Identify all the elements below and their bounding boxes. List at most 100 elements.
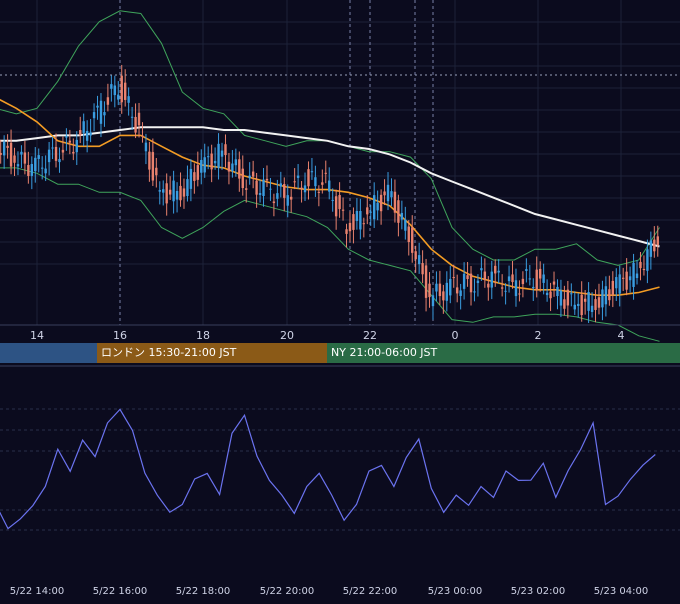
candle-body <box>656 236 659 246</box>
candle-body <box>587 291 590 311</box>
session-label-asia <box>0 346 4 359</box>
candle-body <box>504 290 507 292</box>
candle-body <box>376 202 379 211</box>
candle-body <box>314 177 317 187</box>
candle-body <box>334 196 338 217</box>
candle-body <box>279 183 283 187</box>
candle-body <box>428 283 431 298</box>
session-label-ny: NY 21:00-06:00 JST <box>331 346 438 359</box>
candle-body <box>359 211 362 230</box>
candle-body <box>490 271 493 288</box>
candle-body <box>23 152 27 164</box>
candle-body <box>286 195 289 206</box>
candle-body <box>414 251 417 260</box>
candle-body <box>258 193 262 195</box>
candle-body <box>168 189 172 195</box>
moving-average-short <box>0 98 660 297</box>
session-bar-ny: NY 21:00-06:00 JST <box>327 343 680 363</box>
candle-body <box>559 290 563 306</box>
candle-body <box>601 289 604 308</box>
session-bar-london: ロンドン 15:30-21:00 JST <box>97 343 327 363</box>
candle-body <box>452 277 455 279</box>
bollinger-lower-band <box>0 167 660 342</box>
candle-body <box>13 155 16 163</box>
candle-body <box>597 297 601 308</box>
candle-body <box>130 116 134 118</box>
candle-body <box>372 195 376 220</box>
oscillator-x-tick-label: 5/22 16:00 <box>93 586 147 597</box>
candle-body <box>310 171 314 173</box>
candle-body <box>535 269 538 290</box>
candle-body <box>646 249 649 271</box>
candle-body <box>186 179 189 197</box>
main-x-tick-label: 14 <box>30 329 44 342</box>
candle-body <box>82 121 85 133</box>
candle-body <box>538 268 542 279</box>
candle-body <box>338 195 341 210</box>
candle-body <box>455 287 459 294</box>
candle-body <box>500 287 504 289</box>
candle-body <box>110 84 113 89</box>
candle-body <box>210 153 213 170</box>
candle-body <box>525 269 528 271</box>
candle-body <box>65 135 68 138</box>
candle-body <box>362 223 366 225</box>
candle-body <box>563 299 566 309</box>
candle-body <box>200 159 203 173</box>
candle-body <box>466 275 469 280</box>
candle-body <box>611 280 615 295</box>
candle-body <box>442 291 445 301</box>
candle-body <box>590 305 594 312</box>
oscillator-x-tick-label: 5/23 00:00 <box>428 586 482 597</box>
candle-body <box>424 265 428 298</box>
candle-body <box>514 280 518 297</box>
candle-body <box>632 262 635 287</box>
candle-body <box>75 139 78 153</box>
candle-body <box>615 277 618 289</box>
candle-body <box>127 96 130 103</box>
candle-body <box>193 172 196 181</box>
candle-body <box>44 168 47 174</box>
candle-body <box>296 175 300 178</box>
candle-body <box>113 85 117 96</box>
candle-body <box>289 196 293 200</box>
candle-body <box>507 276 511 282</box>
candle-body <box>321 182 324 185</box>
candle-body <box>608 289 611 301</box>
candle-body <box>570 293 573 295</box>
candle-body <box>175 191 179 200</box>
candle-body <box>404 219 407 231</box>
candle-body <box>255 180 258 195</box>
candle-body <box>594 299 597 310</box>
candle-body <box>573 304 576 310</box>
candle-body <box>345 229 348 234</box>
candle-body <box>528 278 532 280</box>
candle-body <box>137 112 141 126</box>
candle-body <box>231 163 234 172</box>
candle-body <box>120 75 123 103</box>
candle-body <box>245 188 248 190</box>
candle-body <box>445 282 449 301</box>
main-x-tick-label: 18 <box>196 329 210 342</box>
candle-body <box>40 167 44 169</box>
candle-body <box>0 152 2 155</box>
candle-body <box>227 161 231 172</box>
candle-body <box>552 281 556 285</box>
candle-body <box>79 130 82 136</box>
candle-body <box>203 157 206 173</box>
candle-body <box>407 226 410 243</box>
candle-body <box>251 171 255 177</box>
candle-body <box>217 143 220 168</box>
candle-body <box>421 263 424 275</box>
candle-body <box>521 278 525 285</box>
candle-body <box>580 294 583 316</box>
candle-body <box>30 164 34 176</box>
candle-body <box>303 185 307 193</box>
candle-body <box>639 261 642 269</box>
candle-body <box>158 190 161 192</box>
candle-body <box>324 172 327 174</box>
candle-body <box>438 283 442 297</box>
candle-body <box>556 286 559 297</box>
